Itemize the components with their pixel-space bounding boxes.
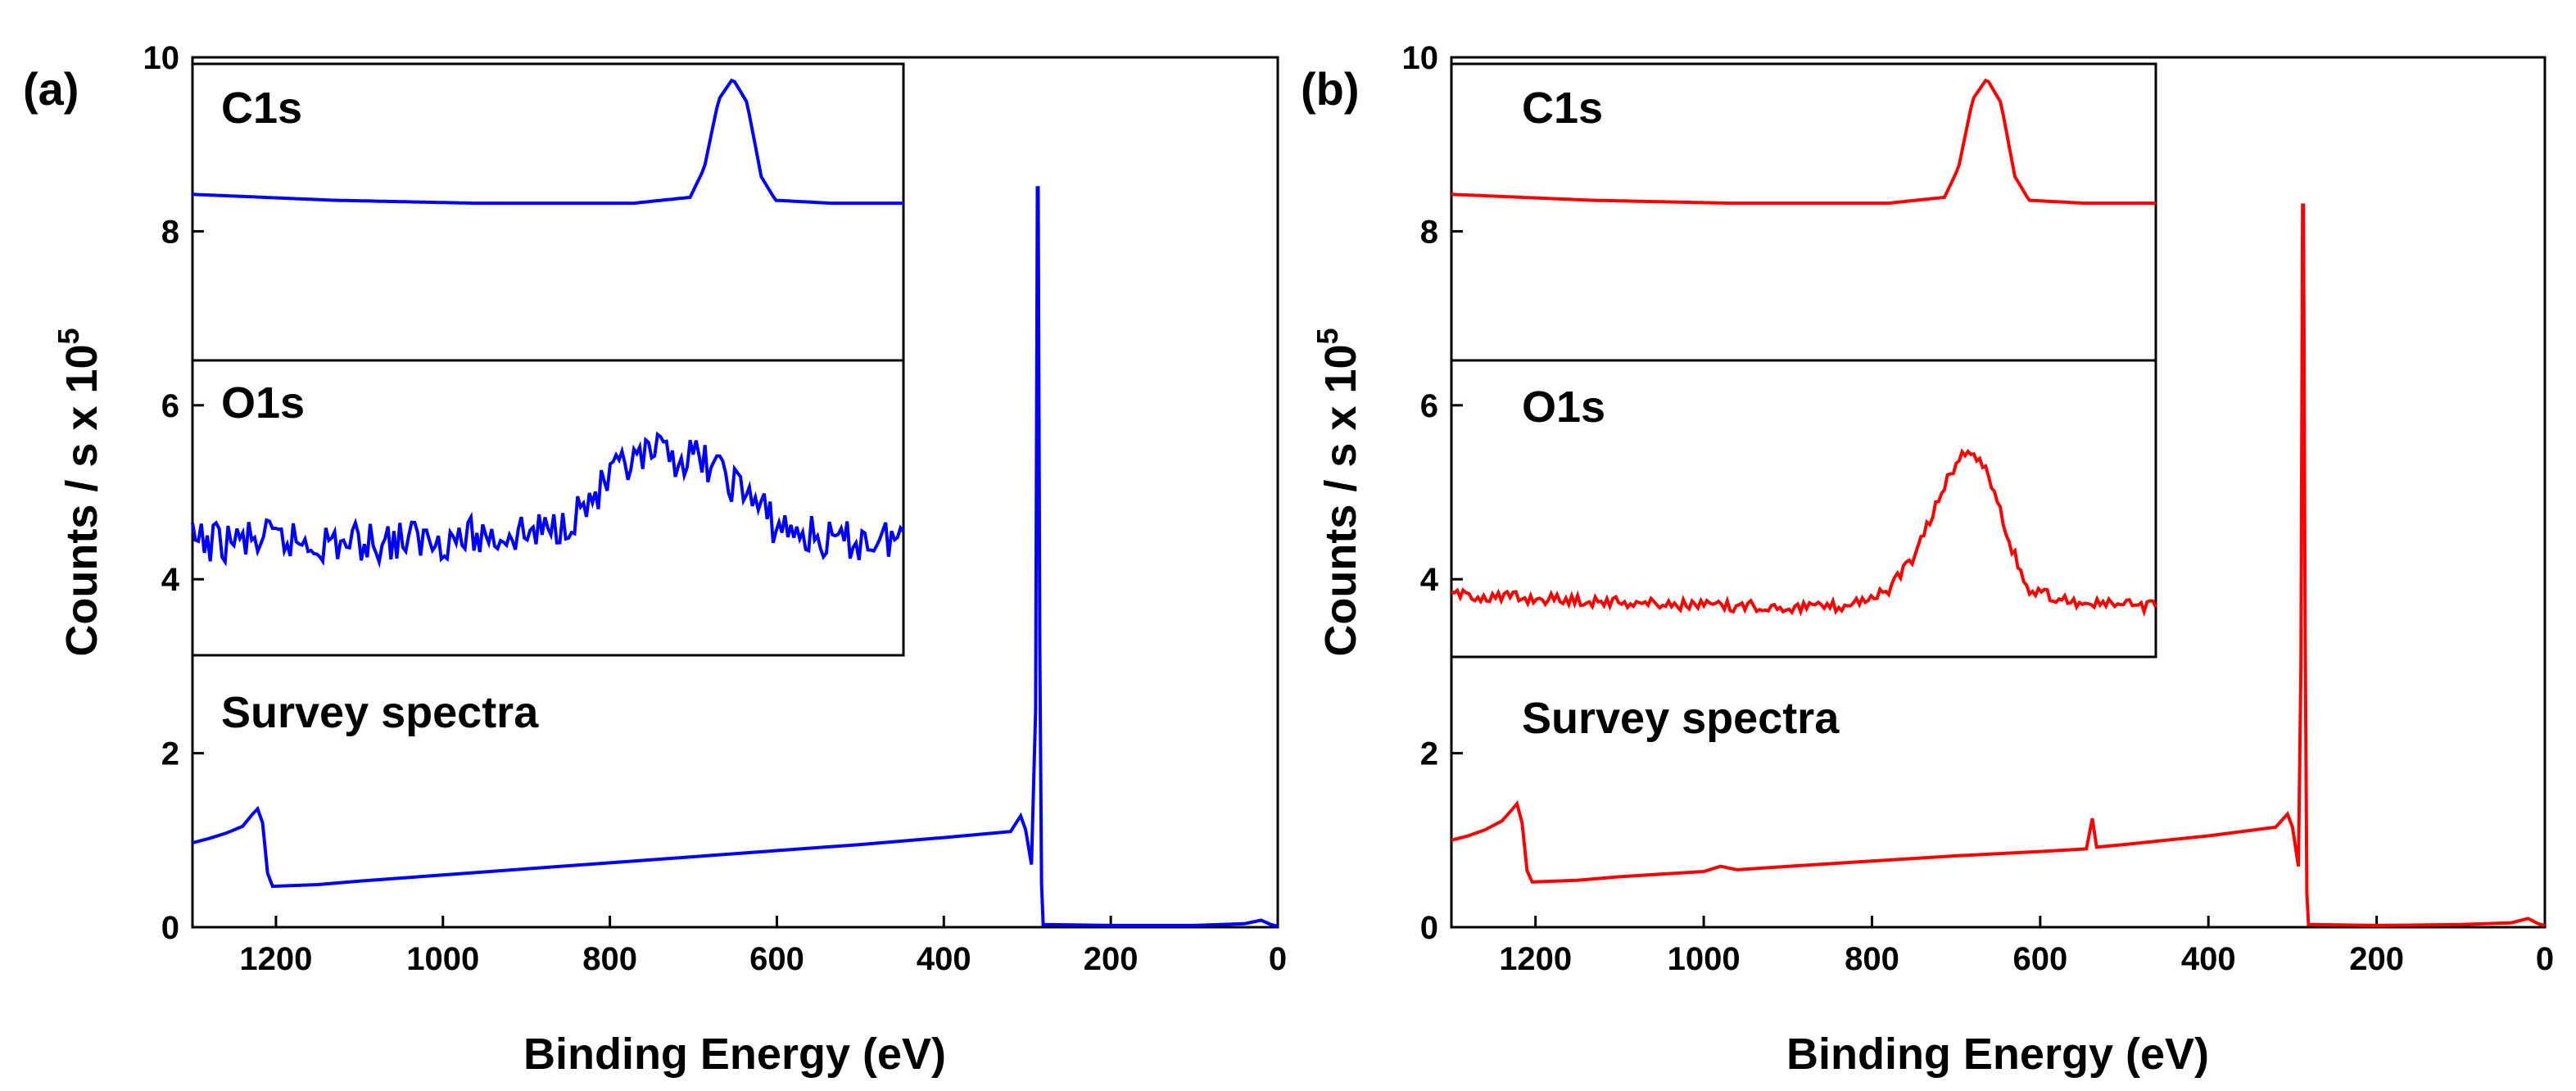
panel-b-inset-o1s-frame: [1450, 359, 2157, 659]
panel-b-inset-o1s-line: [1451, 448, 2157, 618]
panel-b-x-tick-label: 200: [2349, 941, 2404, 977]
panel-b-x-tick-label: 1000: [1668, 941, 1741, 977]
panel-b-y-tick-label: 6: [1420, 388, 1438, 424]
panel-b-x-tick-label: 400: [2181, 941, 2236, 977]
panel-a-series-label: Survey spectra: [221, 688, 539, 737]
panel-a-y-tick-label: 4: [161, 562, 180, 598]
panel-a-x-axis-title: Binding Energy (eV): [523, 1030, 946, 1079]
panel-a-x-tick-label: 400: [917, 941, 971, 977]
panel-b-survey-spectrum-line: [1451, 203, 2546, 927]
panel-b-y-axis-title-exponent: 5: [1311, 328, 1344, 344]
panel-a-y-axis-title-main: Counts / s x 10: [57, 344, 106, 656]
panel-b-x-tick-label: 600: [2012, 941, 2067, 977]
panel-b-plot-frame: [1450, 56, 2547, 929]
panel-a-inset-c1s-label: C1s: [221, 84, 302, 133]
panel-a-inset-o1s-frame: [191, 359, 905, 657]
panel-b-x-axis-title: Binding Energy (eV): [1786, 1030, 2209, 1079]
panel-a-x-tick-label: 200: [1084, 941, 1139, 977]
panel-a-x-tick-label: 0: [1269, 941, 1287, 977]
panel-b-x-tick-label: 1200: [1499, 941, 1572, 977]
panel-b-inset-c1s-line: [1451, 78, 2156, 206]
panel-a-y-ticks: 0 2 4 6 8 10: [143, 40, 204, 946]
panel-b-tag: (b): [1301, 63, 1360, 115]
panel-b-y-tick-label: 10: [1402, 40, 1439, 76]
panel-a-x-ticks: 1200 1000 800 600 400 200 0: [239, 916, 1287, 977]
panel-b-series-label: Survey spectra: [1522, 694, 1840, 743]
panel-a-y-tick-label: 10: [143, 40, 180, 76]
panel-b-y-tick-label: 8: [1420, 214, 1438, 250]
panel-a-x-tick-label: 1200: [239, 941, 312, 977]
panel-b-y-tick-label: 2: [1420, 736, 1438, 772]
panel-b-x-tick-label: 0: [2536, 941, 2554, 977]
panel-b-inset-c1s-label: C1s: [1522, 84, 1603, 133]
panel-a-y-axis-title: Counts / s x 105: [52, 328, 106, 656]
panel-a-plot-frame: [191, 56, 1279, 929]
panel-b-x-tick-label: 800: [1845, 941, 1899, 977]
panel-b-inset-o1s-label: O1s: [1522, 383, 1605, 432]
panel-a-y-tick-label: 6: [161, 388, 179, 424]
panel-a: (a) 0 2 4 6 8 10 1200 1000 800 600 400 200 0 Bindin…: [23, 40, 1287, 1079]
panel-a-inset-o1s-label: O1s: [221, 378, 305, 428]
panel-b-y-axis-title-main: Counts / s x 10: [1316, 344, 1365, 656]
panel-a-tag: (a): [23, 63, 79, 115]
panel-a-survey-spectrum-line: [192, 186, 1279, 928]
panel-b-y-tick-label: 4: [1420, 562, 1439, 598]
panel-b-y-axis-title: Counts / s x 105: [1311, 328, 1365, 656]
panel-a-y-axis-title-exponent: 5: [52, 328, 85, 344]
panel-a-x-tick-label: 600: [749, 941, 804, 977]
panel-a-y-tick-label: 0: [161, 910, 179, 946]
panel-a-x-tick-label: 800: [582, 941, 637, 977]
panel-a-y-tick-label: 2: [161, 736, 179, 772]
panel-a-inset-o1s-line: [191, 431, 905, 568]
panel-a-y-tick-label: 8: [161, 214, 179, 250]
panel-a-x-tick-label: 1000: [406, 941, 479, 977]
panel-a-inset-c1s-line: [192, 78, 903, 206]
panel-b-y-ticks: 0 2 4 6 8 10: [1402, 40, 1463, 946]
panel-b-y-tick-label: 0: [1420, 910, 1438, 946]
panel-b-x-ticks: 1200 1000 800 600 400 200 0: [1499, 916, 2554, 977]
panel-b: (b) 0 2 4 6 8 10 1200 1000 800 600 400 200 0 Bindin…: [1301, 40, 2554, 1079]
